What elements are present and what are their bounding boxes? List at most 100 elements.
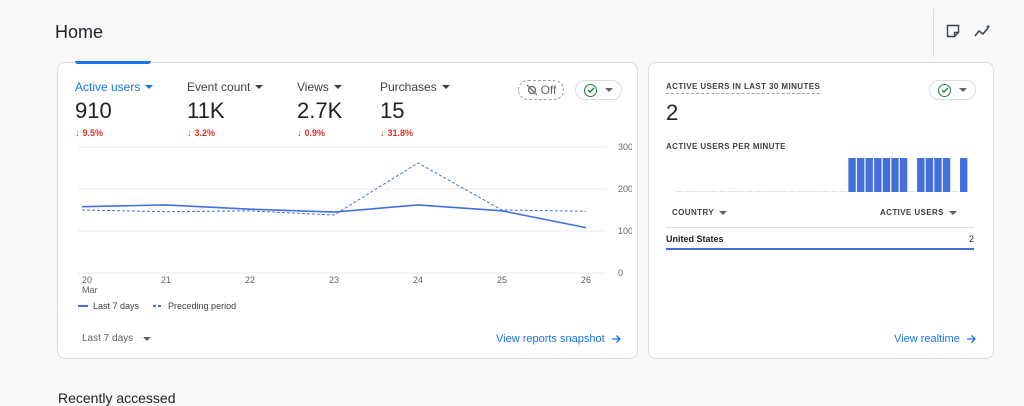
metric-views[interactable]: Views 2.7K ↓ 0.9% xyxy=(297,80,342,138)
per-minute-bar-empty xyxy=(736,191,745,192)
per-minute-bar-empty xyxy=(753,191,762,192)
date-range-dropdown[interactable]: Last 7 days xyxy=(82,333,152,344)
table-row-country: United States xyxy=(666,234,724,244)
date-range-label: Last 7 days xyxy=(82,333,134,344)
legend-item-last-7-days: Last 7 days xyxy=(78,301,139,311)
metric-delta: ↓ 31.8% xyxy=(380,128,414,138)
x-tick-label: 25 xyxy=(497,275,507,285)
per-minute-bar-empty xyxy=(702,191,710,192)
per-minute-bar-empty xyxy=(839,191,848,192)
x-tick-label: 26 xyxy=(581,275,591,285)
per-minute-bar-empty xyxy=(796,191,805,192)
per-minute-bar-empty xyxy=(779,191,788,192)
per-minute-bar-chart xyxy=(676,158,968,192)
realtime-title: ACTIVE USERS IN LAST 30 MINUTES xyxy=(666,82,821,94)
dashed-line-swatch xyxy=(153,305,164,307)
per-minute-bar-empty xyxy=(788,191,796,192)
per-minute-bar-empty xyxy=(676,191,684,192)
row-share-bar xyxy=(666,248,974,250)
recently-accessed-heading: Recently accessed xyxy=(58,390,176,406)
note-icon[interactable] xyxy=(942,20,964,42)
metric-event-count[interactable]: Event count 11K ↓ 3.2% xyxy=(187,80,264,138)
table-divider xyxy=(666,227,974,228)
per-minute-bar-empty xyxy=(771,191,779,192)
per-minute-title: ACTIVE USERS PER MINUTE xyxy=(666,142,786,151)
per-minute-bar-empty xyxy=(745,191,753,192)
x-tick-label: 21 xyxy=(161,275,171,285)
metric-value: 2.7K xyxy=(297,98,343,123)
per-minute-bar xyxy=(856,158,865,192)
column-header-country[interactable]: COUNTRY xyxy=(672,208,728,217)
per-minute-bar xyxy=(891,158,899,192)
legend-label: Preceding period xyxy=(168,301,237,311)
per-minute-bar-empty xyxy=(822,191,830,192)
per-minute-bar-empty xyxy=(814,191,822,192)
per-minute-bar-empty xyxy=(719,191,727,192)
per-minute-bar xyxy=(848,158,856,192)
view-realtime-link[interactable]: View realtime xyxy=(894,333,976,345)
x-tick-label: 22 xyxy=(245,275,255,285)
per-minute-bar xyxy=(865,158,873,192)
x-tick-sublabel: Mar xyxy=(82,285,98,295)
page-title: Home xyxy=(55,22,104,42)
column-header-active-users[interactable]: ACTIVE USERS xyxy=(880,208,957,217)
caret-down-icon xyxy=(719,210,728,215)
caret-down-icon xyxy=(959,88,967,92)
active-metric-indicator xyxy=(75,61,151,64)
series-line-last-7-days xyxy=(81,204,587,229)
per-minute-bar xyxy=(917,158,925,192)
series-line-preceding-period xyxy=(81,162,587,216)
insights-off-icon xyxy=(526,84,538,96)
caret-down-icon xyxy=(948,210,957,215)
caret-down-icon xyxy=(441,85,450,89)
view-reports-snapshot-link[interactable]: View reports snapshot xyxy=(496,333,621,345)
line-chart: 0 100 200 300 20 21 22 23 24 25 26 Mar xyxy=(78,142,632,295)
metric-delta: ↓ 3.2% xyxy=(187,128,216,138)
check-circle-icon xyxy=(938,83,951,97)
caret-down-icon xyxy=(145,85,154,89)
link-label: View realtime xyxy=(894,333,960,345)
per-minute-bar-empty xyxy=(728,191,736,192)
metric-label[interactable]: Event count xyxy=(187,80,264,94)
x-tick-label: 23 xyxy=(329,275,339,285)
y-tick-label: 300 xyxy=(618,142,632,152)
metric-label[interactable]: Purchases xyxy=(380,80,450,94)
metric-label[interactable]: Views xyxy=(297,80,342,94)
metric-value: 11K xyxy=(187,98,225,123)
table-row-users: 2 xyxy=(968,234,974,244)
metric-active-users[interactable]: Active users 910 ↓ 9.5% xyxy=(75,80,154,138)
realtime-value: 2 xyxy=(666,100,679,125)
realtime-quality-dropdown[interactable] xyxy=(929,80,976,100)
data-quality-dropdown[interactable] xyxy=(575,80,622,100)
toggle-label: Off xyxy=(540,83,557,97)
arrow-down-icon: ↓ xyxy=(75,128,80,138)
metric-value: 15 xyxy=(380,98,405,123)
per-minute-bar-empty xyxy=(693,191,702,192)
per-minute-bar xyxy=(960,158,968,192)
caret-down-icon xyxy=(143,336,152,341)
arrow-right-icon xyxy=(966,335,976,343)
metric-value: 910 xyxy=(75,98,112,123)
check-circle-icon xyxy=(584,83,597,97)
per-minute-bar-empty xyxy=(805,191,813,192)
metric-delta: ↓ 0.9% xyxy=(297,128,326,138)
per-minute-bar xyxy=(874,158,882,192)
per-minute-bar-empty xyxy=(710,191,719,192)
per-minute-bar-empty xyxy=(762,191,770,192)
metric-label[interactable]: Active users xyxy=(75,80,154,94)
per-minute-bar xyxy=(934,158,942,192)
insights-toggle[interactable]: Off xyxy=(518,80,564,100)
caret-down-icon xyxy=(605,88,613,92)
y-tick-label: 200 xyxy=(618,184,632,194)
realtime-card xyxy=(648,62,994,359)
x-tick-label: 24 xyxy=(413,275,423,285)
arrow-down-icon: ↓ xyxy=(380,128,385,138)
per-minute-bar xyxy=(899,158,908,192)
link-label: View reports snapshot xyxy=(496,333,605,345)
arrow-right-icon xyxy=(611,335,621,343)
per-minute-bar-empty xyxy=(831,191,839,192)
column-label: ACTIVE USERS xyxy=(880,208,944,217)
metric-purchases[interactable]: Purchases 15 ↓ 31.8% xyxy=(380,80,450,138)
insights-icon[interactable] xyxy=(972,20,994,42)
per-minute-bar-empty xyxy=(908,191,916,192)
